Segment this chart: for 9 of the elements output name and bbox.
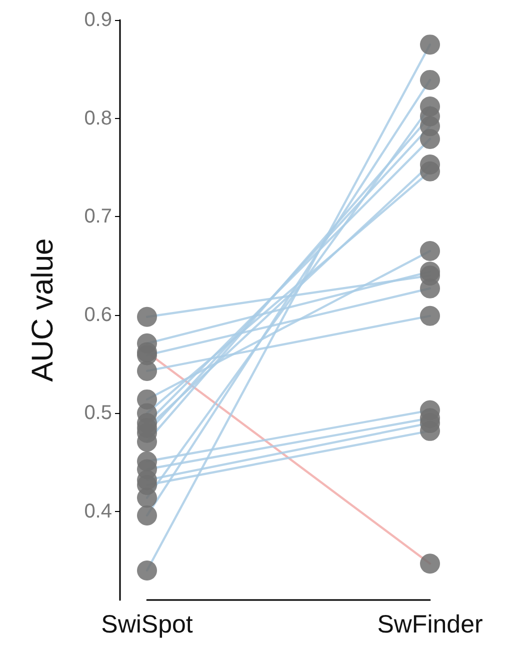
y-tick-label: 0.6: [84, 304, 112, 326]
x-tick-label: SwiSpot: [101, 610, 193, 638]
y-axis-title: AUC value: [26, 238, 60, 382]
x-tick-label: SwFinder: [377, 610, 483, 638]
y-tick-label: 0.9: [84, 9, 112, 31]
y-tick-label: 0.5: [84, 402, 112, 424]
y-tick-label: 0.8: [84, 107, 112, 130]
y-tick-label: 0.4: [84, 500, 112, 523]
y-tick-label: 0.7: [84, 206, 112, 228]
